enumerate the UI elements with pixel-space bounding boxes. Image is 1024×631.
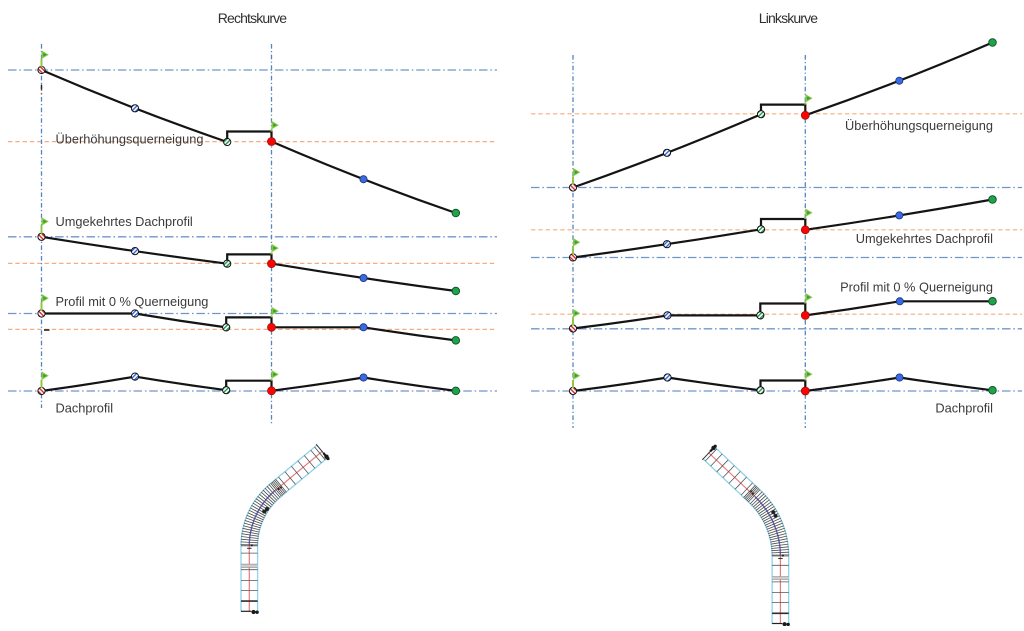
svg-text:Umgekehrtes Dachprofil: Umgekehrtes Dachprofil bbox=[856, 231, 993, 246]
svg-text:Dachprofil: Dachprofil bbox=[935, 401, 993, 416]
svg-text:Profil mit 0 % Querneigung: Profil mit 0 % Querneigung bbox=[840, 280, 993, 295]
svg-text:Profil mit 0 % Querneigung: Profil mit 0 % Querneigung bbox=[56, 294, 209, 309]
svg-text:Linkskurve: Linkskurve bbox=[759, 10, 818, 26]
svg-text:Überhöhungsquerneigung: Überhöhungsquerneigung bbox=[845, 118, 993, 133]
svg-text:Umgekehrtes Dachprofil: Umgekehrtes Dachprofil bbox=[56, 214, 193, 229]
svg-text:Dachprofil: Dachprofil bbox=[56, 401, 114, 416]
svg-text:Überhöhungsquerneigung: Überhöhungsquerneigung bbox=[56, 132, 204, 147]
svg-text:Rechtskurve: Rechtskurve bbox=[218, 10, 288, 26]
